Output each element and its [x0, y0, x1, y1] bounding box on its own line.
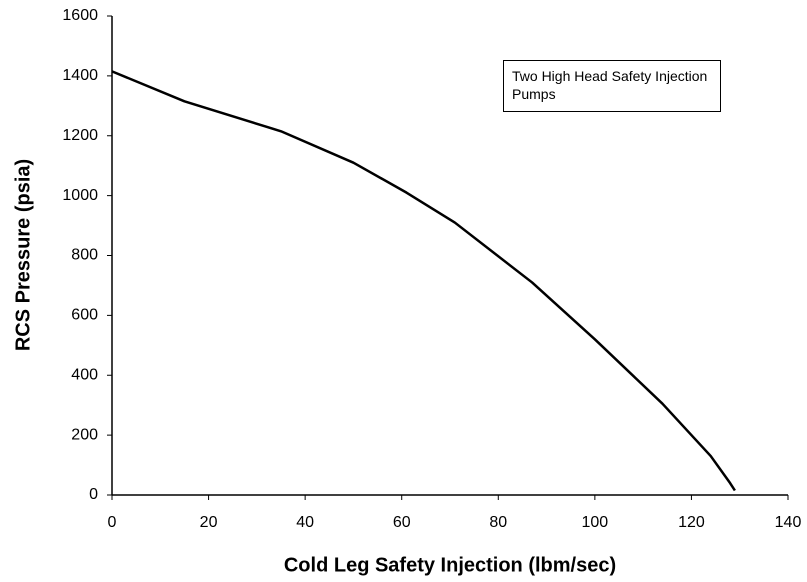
- y-tick-label: 800: [71, 247, 98, 264]
- x-axis-title: Cold Leg Safety Injection (lbm/sec): [284, 554, 616, 576]
- x-tick-label: 100: [582, 514, 609, 531]
- y-tick-label: 1600: [62, 7, 98, 24]
- x-tick-label: 140: [775, 514, 802, 531]
- x-tick-label: 120: [678, 514, 705, 531]
- y-axis-title: RCS Pressure (psia): [12, 159, 34, 351]
- x-tick-label: 80: [489, 514, 507, 531]
- y-tick-label: 600: [71, 307, 98, 324]
- x-tick-label: 60: [393, 514, 411, 531]
- y-tick-label: 1400: [62, 67, 98, 84]
- x-tick-label: 0: [108, 514, 117, 531]
- data-line: [111, 70, 736, 492]
- x-tick-label: 40: [296, 514, 314, 531]
- y-tick-label: 1200: [62, 127, 98, 144]
- y-tick-label: 0: [89, 486, 98, 503]
- annotation-box: Two High Head Safety Injection Pumps: [503, 60, 721, 112]
- y-tick-label: 1000: [62, 187, 98, 204]
- y-tick-label: 400: [71, 366, 98, 383]
- y-tick-label: 200: [71, 426, 98, 443]
- x-tick-label: 20: [200, 514, 218, 531]
